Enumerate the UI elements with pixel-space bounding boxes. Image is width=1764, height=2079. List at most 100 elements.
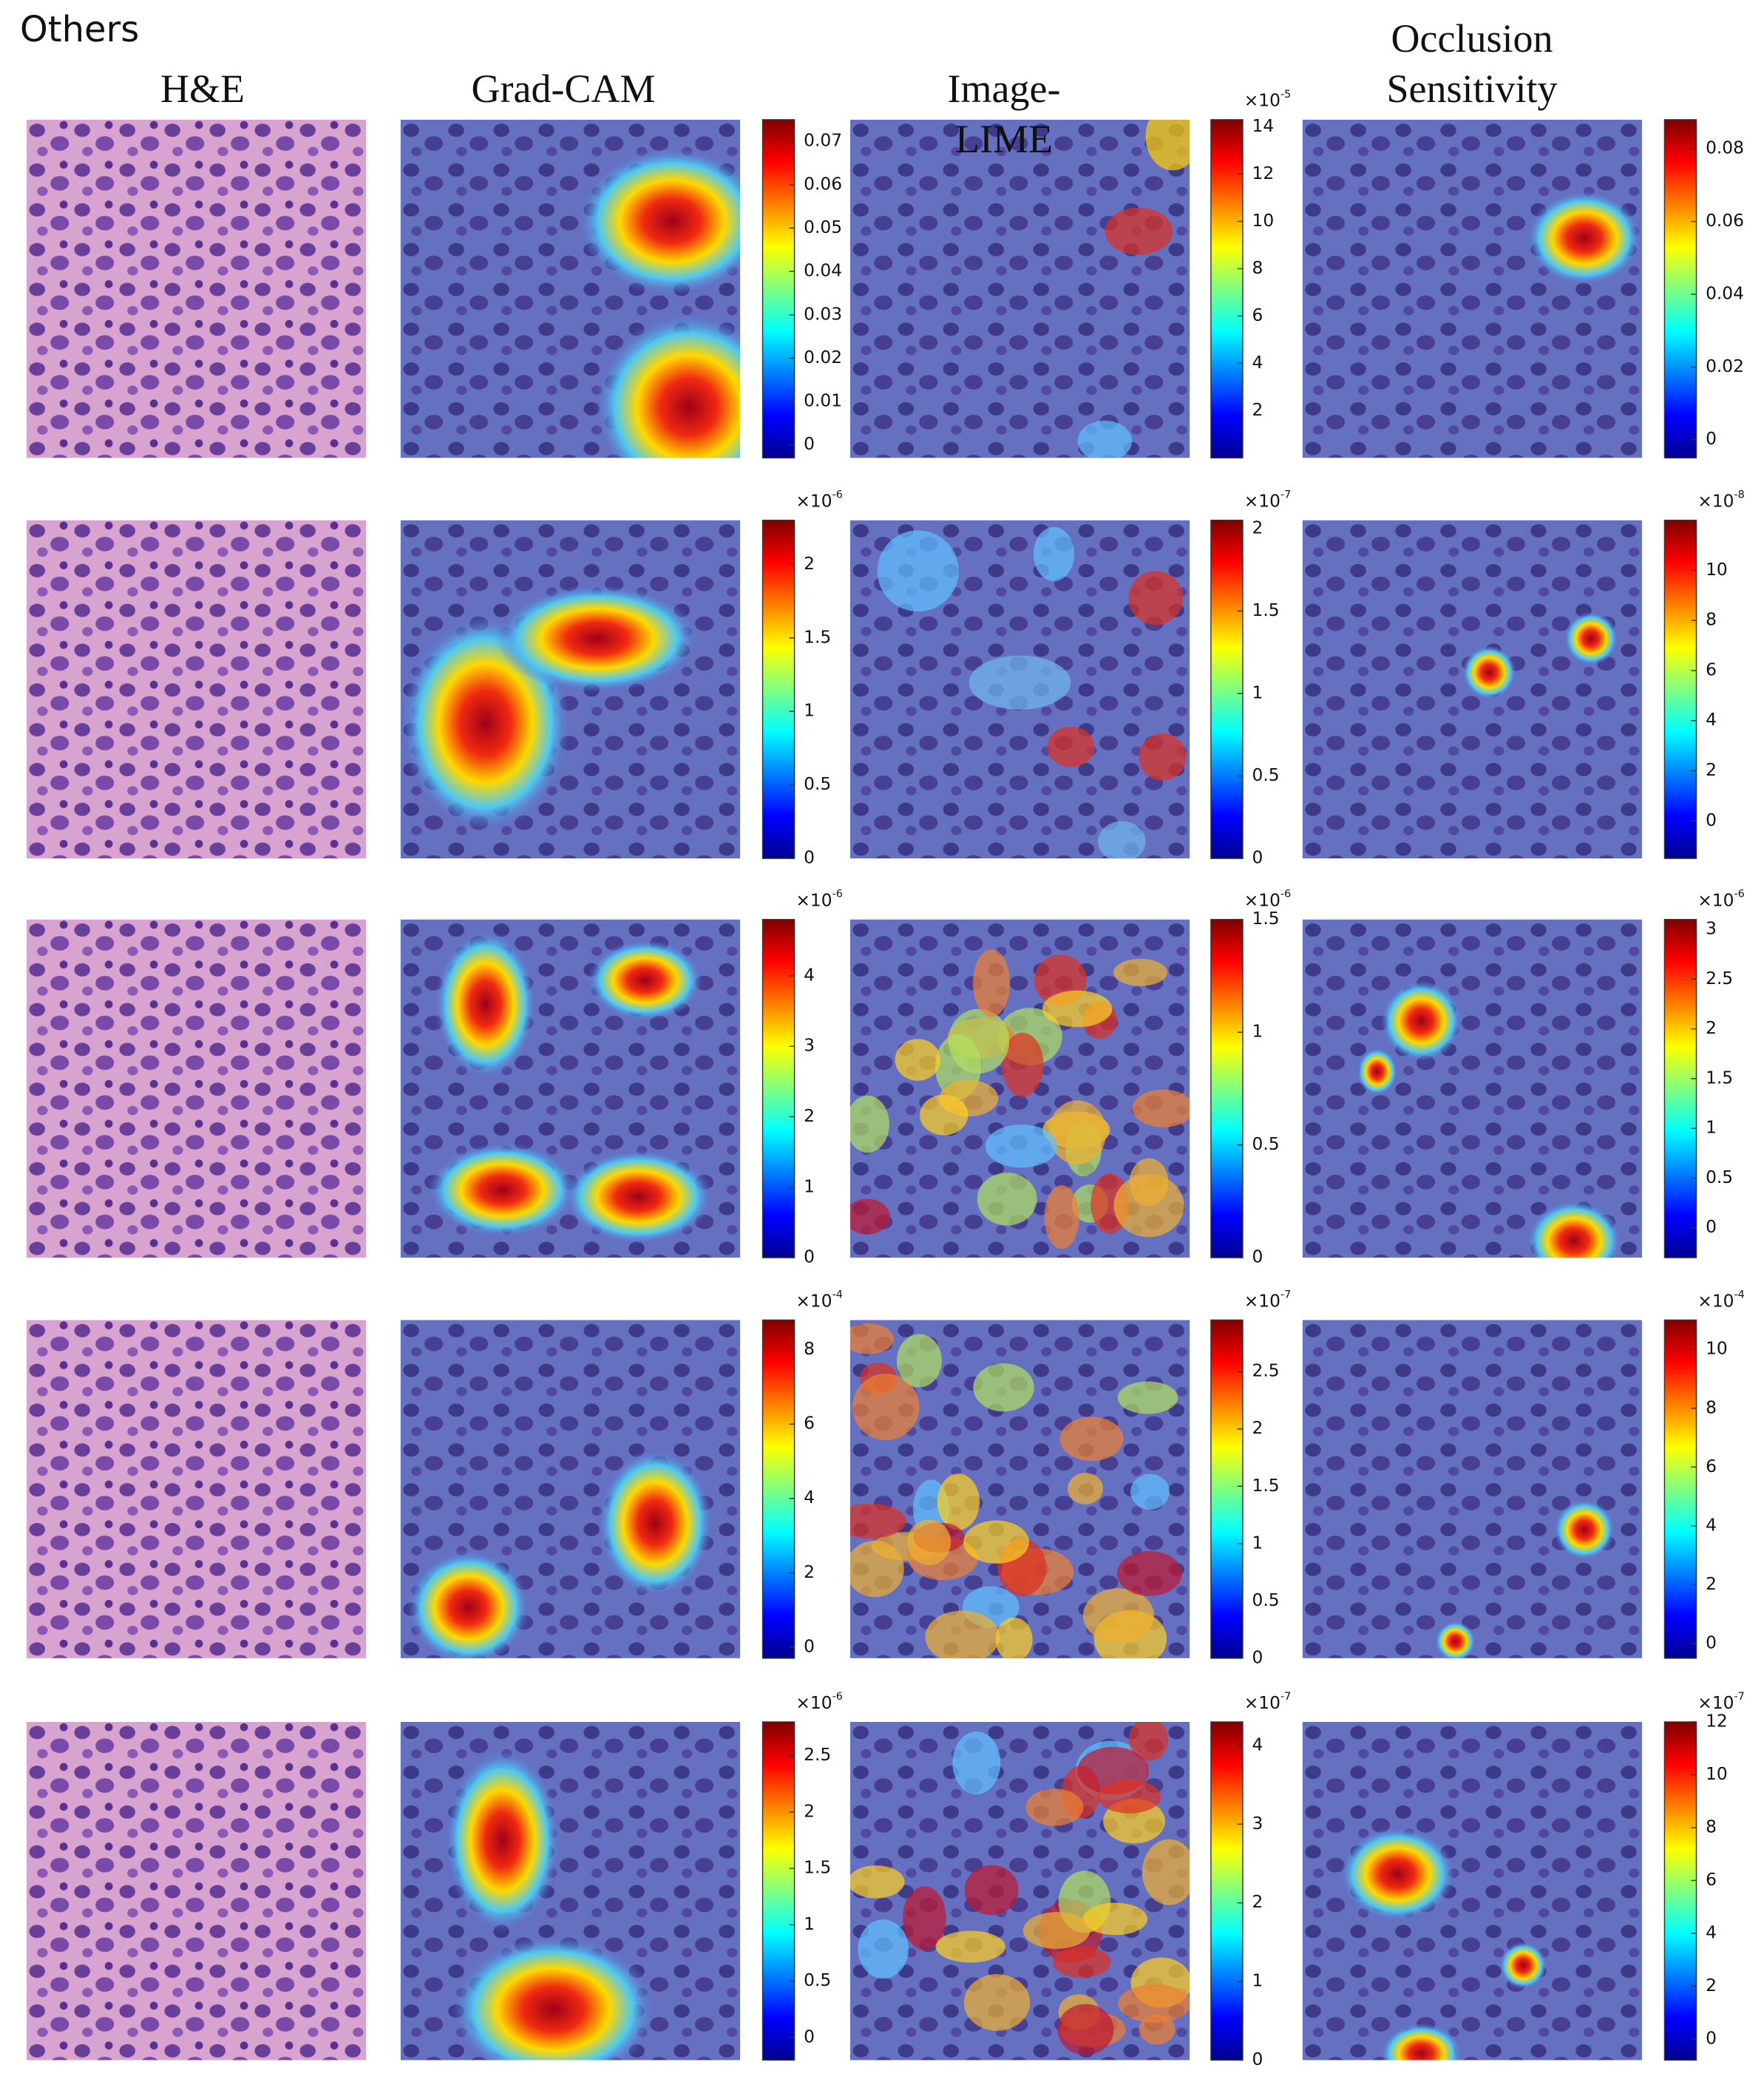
image-panel [849, 1320, 1190, 1658]
colorbar-tick-label: 12 [1706, 1712, 1728, 1732]
colorbar-tick-label: 0 [1706, 1633, 1717, 1653]
colorbar-scale: ×10-6 [796, 489, 843, 511]
colorbar-tick-label: 1 [804, 1914, 815, 1934]
lime-superpixel [877, 530, 959, 612]
image-panel [1302, 919, 1642, 1258]
lime-superpixel [1128, 1722, 1169, 1761]
colorbar-tick-label: 2 [804, 1562, 815, 1582]
colorbar-tick-label: 0 [1252, 1647, 1263, 1667]
heat-spot [1526, 190, 1642, 286]
heat-spot [594, 312, 741, 458]
lime-superpixel [849, 1198, 890, 1235]
heat-spot [495, 584, 699, 693]
colorbar-tick-label: 1 [1252, 1533, 1263, 1553]
he-image [26, 1722, 367, 2061]
scale-base: ×10 [796, 1291, 832, 1311]
colorbar-tick-label: 3 [804, 1036, 815, 1056]
image-panel [1302, 1320, 1642, 1658]
lime-superpixel [849, 1540, 904, 1598]
colorbar [1663, 119, 1697, 459]
colorbar-tick-label: 10 [1706, 1339, 1728, 1359]
colorbar-tick-label: 1.5 [1252, 600, 1280, 620]
image-panel [849, 1722, 1190, 2061]
colorbar-tick-label: 8 [1706, 1397, 1717, 1417]
lime-superpixel [948, 1008, 1010, 1074]
colorbar-tick-label: 10 [1252, 211, 1275, 231]
colorbar-tick-label: 10 [1706, 1764, 1728, 1784]
lime-superpixel [1057, 2004, 1114, 2055]
colorbar-tick-label: 1.5 [1252, 1476, 1280, 1496]
colorbar-tick-label: 4 [1252, 353, 1263, 373]
colorbar-tick-label: 0 [804, 434, 815, 454]
colorbar-tick-label: 10 [1706, 560, 1728, 580]
image-panel [26, 520, 367, 859]
scale-base: ×10 [796, 491, 832, 511]
heat-spot [1340, 1826, 1456, 1922]
colorbar-tick-label: 1 [1252, 682, 1263, 702]
colorbar-tick-label: 1.5 [804, 627, 831, 647]
heat-spot [1357, 1048, 1398, 1096]
colorbar [761, 1721, 796, 2061]
scale-exponent: -6 [832, 489, 843, 501]
colorbar [1210, 119, 1244, 459]
lime-superpixel [896, 1334, 942, 1388]
heat-spot [1434, 1621, 1476, 1658]
image-panel [400, 1320, 741, 1658]
colorbar-tick-label: 0 [1252, 2049, 1263, 2069]
colorbar-tick-label: 0 [1252, 1247, 1263, 1267]
scale-base: ×10 [1697, 491, 1734, 511]
image-panel [26, 119, 367, 458]
colorbar-tick-label: 0.02 [804, 347, 842, 367]
image-panel [1302, 520, 1642, 859]
heat-spot [1380, 980, 1462, 1062]
scale-exponent: -7 [1280, 1289, 1291, 1300]
lime-superpixel [895, 1039, 941, 1081]
lime-superpixel [920, 1094, 968, 1136]
lime-superpixel [972, 949, 1011, 1017]
lime-superpixel [1059, 1417, 1124, 1462]
lime-superpixel [985, 1125, 1058, 1168]
heat-spot [1380, 2023, 1462, 2061]
colorbar-tick-label: 0.02 [1706, 356, 1744, 376]
colorbar-tick-label: 3 [1252, 1814, 1263, 1834]
he-image [26, 119, 367, 458]
colorbar-tick-label: 0.05 [804, 217, 842, 237]
colorbar-tick-label: 2 [1706, 1018, 1717, 1038]
scale-base: ×10 [1244, 491, 1280, 511]
colorbar-tick-label: 1 [804, 1176, 815, 1196]
heat-spot [1462, 645, 1517, 700]
column-header: Image-LIME [947, 67, 1061, 161]
lime-superpixel [1001, 1032, 1044, 1097]
colorbar [1210, 519, 1244, 859]
colorbar-tick-label: 2.5 [1706, 969, 1733, 988]
colorbar-tick-label: 0.08 [1706, 138, 1744, 158]
colorbar-tick-label: 4 [804, 965, 815, 985]
colorbar-tick-label: 1 [1252, 1971, 1263, 1991]
colorbar-scale: ×10-4 [1697, 1289, 1745, 1310]
lime-superpixel [1068, 1473, 1103, 1505]
lime-superpixel [849, 1323, 894, 1354]
lime-superpixel [1116, 1551, 1182, 1596]
lime-superpixel [1042, 990, 1113, 1028]
colorbar-tick-label: 1.5 [1252, 909, 1280, 929]
colorbar-scale: ×10-5 [1244, 89, 1292, 110]
lime-superpixel [937, 1473, 980, 1530]
lime-superpixel [903, 1886, 946, 1950]
colorbar-tick-label: 4 [804, 1488, 815, 1507]
colorbar-tick-label: 0.5 [1252, 1134, 1280, 1154]
lime-superpixel [1098, 821, 1146, 859]
image-panel [849, 520, 1190, 859]
colorbar-tick-label: 2 [804, 554, 815, 574]
colorbar-tick-label: 0 [804, 2027, 815, 2046]
colorbar-scale: ×10-6 [796, 1691, 843, 1712]
colorbar-tick-label: 1.5 [804, 1858, 831, 1878]
colorbar-scale: ×10-6 [796, 889, 843, 910]
colorbar-tick-label: 0 [804, 1247, 815, 1267]
colorbar-scale: ×10-4 [796, 1289, 843, 1310]
heat-spot [587, 940, 703, 1021]
scale-exponent: -6 [832, 1691, 843, 1703]
image-panel [26, 919, 367, 1258]
image-panel [400, 119, 741, 458]
scale-base: ×10 [796, 890, 832, 910]
